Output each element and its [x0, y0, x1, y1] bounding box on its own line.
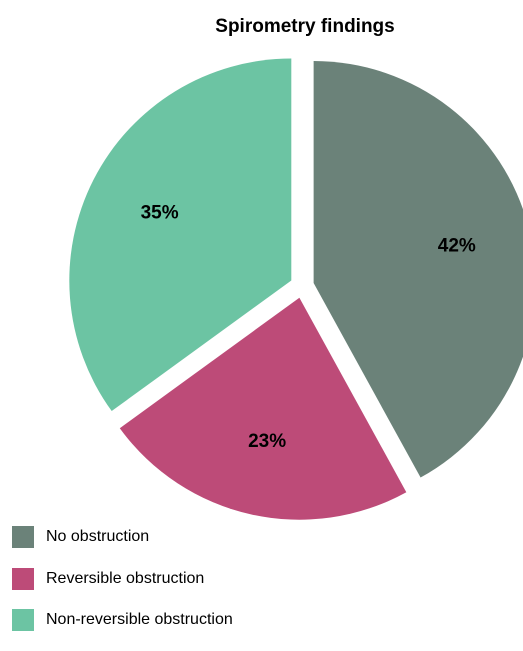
chart-title: Spirometry findings: [215, 16, 395, 37]
legend-item-reversible-obstruction: Reversible obstruction: [12, 567, 233, 590]
pie-slice-label-no-obstruction: 42%: [438, 235, 476, 256]
pie-slice-labels: 42% 23% 35%: [141, 202, 476, 452]
legend-label: Reversible obstruction: [46, 569, 205, 587]
pie-slice-label-reversible-obstruction: 23%: [248, 431, 286, 452]
legend-swatch: [12, 526, 34, 548]
legend: No obstruction Reversible obstruction Non-…: [12, 526, 233, 651]
pie-slices: [69, 58, 523, 520]
pie-chart: 42% 23% 35%: [69, 58, 523, 520]
legend-item-no-obstruction: No obstruction: [12, 526, 233, 548]
pie-slice-no-obstruction: [313, 61, 523, 478]
legend-label: Non-reversible obstruction: [46, 611, 233, 628]
legend-label: No obstruction: [46, 528, 150, 545]
pie-slice-reversible-obstruction: [119, 297, 407, 520]
pie-slice-non-reversible-obstruction: [69, 58, 292, 412]
pie-slice-label-non-reversible-obstruction: 35%: [141, 202, 179, 223]
legend-swatch: [12, 609, 34, 631]
legend-swatch: [12, 567, 34, 590]
legend-item-non-reversible-obstruction: Non-reversible obstruction: [12, 609, 233, 631]
